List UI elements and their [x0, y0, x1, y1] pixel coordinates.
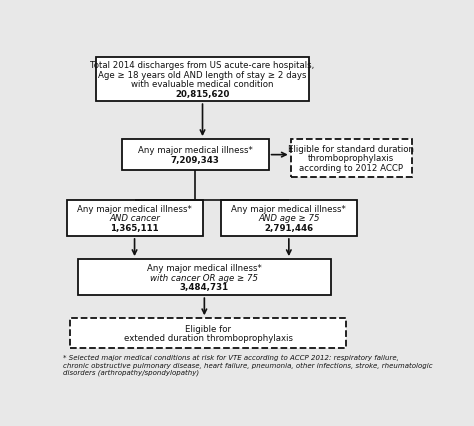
Text: 7,209,343: 7,209,343 [171, 155, 219, 165]
Text: according to 2012 ACCP: according to 2012 ACCP [299, 164, 403, 173]
Text: Any major medical illness*: Any major medical illness* [77, 204, 192, 213]
FancyBboxPatch shape [96, 58, 309, 102]
Text: Any major medical illness*: Any major medical illness* [138, 146, 253, 155]
Text: 1,365,111: 1,365,111 [110, 224, 159, 233]
Text: Total 2014 discharges from US acute-care hospitals,: Total 2014 discharges from US acute-care… [91, 60, 315, 69]
Text: extended duration thromboprophylaxis: extended duration thromboprophylaxis [124, 334, 292, 343]
Text: Eligible for: Eligible for [185, 324, 231, 333]
FancyBboxPatch shape [291, 140, 412, 177]
Text: 2,791,446: 2,791,446 [264, 224, 313, 233]
Text: with cancer OR age ≥ 75: with cancer OR age ≥ 75 [150, 273, 258, 282]
Text: 20,815,620: 20,815,620 [175, 90, 230, 99]
Text: with evaluable medical condition: with evaluable medical condition [131, 80, 274, 89]
Text: thromboprophylaxis: thromboprophylaxis [308, 154, 394, 163]
Text: 3,484,731: 3,484,731 [180, 283, 229, 292]
Text: Any major medical illness*: Any major medical illness* [231, 204, 346, 213]
Text: * Selected major medical conditions at risk for VTE according to ACCP 2012: resp: * Selected major medical conditions at r… [63, 354, 433, 375]
FancyBboxPatch shape [66, 200, 202, 236]
FancyBboxPatch shape [122, 140, 269, 171]
FancyBboxPatch shape [78, 259, 331, 296]
Text: Any major medical illness*: Any major medical illness* [147, 263, 262, 272]
FancyBboxPatch shape [70, 319, 346, 348]
Text: Age ≥ 18 years old AND length of stay ≥ 2 days: Age ≥ 18 years old AND length of stay ≥ … [98, 70, 307, 79]
FancyBboxPatch shape [221, 200, 357, 236]
Text: AND age ≥ 75: AND age ≥ 75 [258, 214, 319, 223]
Text: Eligible for standard duration: Eligible for standard duration [288, 144, 414, 153]
Text: AND cancer: AND cancer [109, 214, 160, 223]
